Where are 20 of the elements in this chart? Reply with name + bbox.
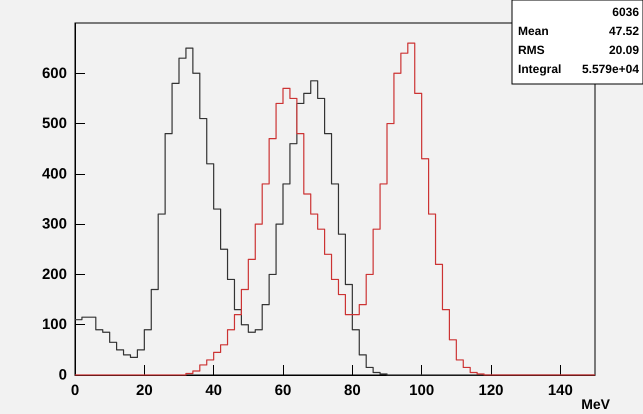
- y-tick-label: 0: [58, 366, 67, 384]
- x-tick-label: 140: [548, 382, 573, 399]
- y-tick-label: 400: [42, 165, 67, 182]
- x-tick-label: 20: [136, 382, 153, 399]
- y-tick-label: 300: [42, 216, 67, 233]
- x-tick-label: 0: [70, 382, 80, 399]
- y-tick-label: 600: [42, 64, 67, 82]
- x-tick-label: 120: [478, 382, 504, 399]
- y-tick-label: 100: [42, 316, 67, 334]
- y-tick-label: 200: [42, 266, 67, 283]
- x-tick-label: 40: [205, 382, 222, 399]
- text: Integral 5.579e+04: [518, 62, 639, 76]
- x-tick-label: 80: [344, 382, 361, 399]
- text: 6036: [612, 5, 640, 19]
- text: RMS 20.09: [518, 43, 639, 57]
- y-tick-label: 500: [42, 115, 67, 132]
- x-tick-label: 100: [409, 382, 434, 399]
- text: Mean 47.52: [518, 24, 639, 38]
- x-axis-title: MeV: [581, 396, 611, 412]
- x-tick-label: 60: [274, 382, 292, 399]
